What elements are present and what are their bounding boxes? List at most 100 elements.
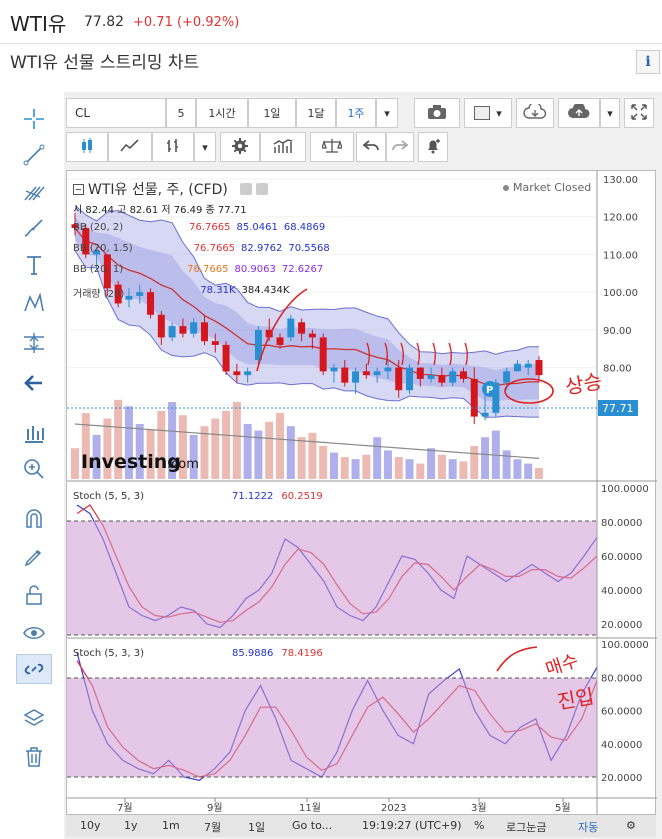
handwritten-tick bbox=[432, 342, 436, 366]
trash-icon[interactable] bbox=[16, 742, 52, 772]
range-1m-button[interactable]: 1m bbox=[162, 819, 180, 832]
candle-body bbox=[503, 371, 511, 383]
percent-toggle[interactable]: % bbox=[474, 819, 485, 832]
ohlc-bars-icon bbox=[165, 138, 181, 157]
upload-dropdown[interactable]: ▾ bbox=[600, 98, 620, 128]
lock-icon[interactable] bbox=[16, 580, 52, 610]
auto-scale-toggle[interactable]: 자동 bbox=[578, 821, 599, 834]
back-arrow-icon[interactable] bbox=[16, 368, 52, 398]
interval-1d-button[interactable]: 1일 bbox=[248, 98, 296, 128]
eye-toggle-icon[interactable] bbox=[239, 183, 252, 195]
stoch2-band bbox=[67, 677, 597, 778]
market-status-text: Market Closed bbox=[513, 181, 592, 194]
snapshot-button[interactable] bbox=[414, 98, 460, 128]
candle-body bbox=[71, 224, 79, 229]
chevron-down-icon: ▾ bbox=[607, 106, 613, 120]
link-icon[interactable] bbox=[16, 654, 52, 684]
candle-body bbox=[330, 367, 338, 372]
measure-icon[interactable] bbox=[16, 328, 52, 358]
bb1-label: BB (20, 2) bbox=[73, 222, 124, 233]
stoch1-tick-label: 60.0000 bbox=[601, 552, 642, 563]
volume-bar bbox=[427, 448, 436, 479]
bb2-low: 70.5568 bbox=[288, 243, 330, 254]
time-tick-label: 2023 bbox=[381, 803, 406, 814]
text-tool-icon[interactable] bbox=[16, 250, 52, 280]
candle-body bbox=[254, 329, 262, 361]
line-style-button[interactable] bbox=[108, 132, 152, 162]
candle-body bbox=[352, 371, 360, 383]
interval-1h-button[interactable]: 1시간 bbox=[196, 98, 248, 128]
info-icon[interactable]: i bbox=[636, 50, 660, 74]
bb1-up: 85.0461 bbox=[236, 222, 278, 233]
collapse-icon[interactable] bbox=[73, 183, 84, 195]
range-7-button[interactable]: 7월 bbox=[204, 821, 222, 834]
bb-outer-band bbox=[75, 205, 539, 418]
price-tick-label: 80.00 bbox=[603, 364, 632, 375]
price-tick-label: 100.00 bbox=[603, 288, 638, 299]
fullscreen-button[interactable] bbox=[624, 98, 654, 128]
interval-dropdown[interactable]: ▾ bbox=[376, 98, 398, 128]
bb3-low: 72.6267 bbox=[281, 264, 324, 275]
interval-1w-button[interactable]: 1주 bbox=[336, 98, 376, 128]
candle-body bbox=[287, 318, 295, 338]
fullscreen-icon bbox=[631, 103, 647, 123]
volume-bar bbox=[373, 437, 382, 479]
goto-button[interactable]: Go to... bbox=[292, 819, 333, 832]
indicators-button[interactable] bbox=[260, 132, 306, 162]
cloud-download-button[interactable] bbox=[516, 98, 554, 128]
undo-button[interactable] bbox=[356, 132, 386, 162]
chart-area[interactable]: 130.00120.00110.00100.0090.0080.0070.001… bbox=[66, 170, 657, 816]
candle-body bbox=[125, 295, 133, 300]
line-chart-icon bbox=[120, 138, 140, 156]
log-scale-toggle[interactable]: 로그눈금 bbox=[506, 821, 547, 834]
edit-lock-icon[interactable] bbox=[16, 542, 52, 572]
brush-icon[interactable] bbox=[16, 212, 52, 242]
redo-button[interactable] bbox=[386, 132, 414, 162]
magnet-icon[interactable] bbox=[16, 504, 52, 534]
handwritten-tick bbox=[366, 342, 370, 366]
candle-body bbox=[179, 326, 187, 334]
symbol-input[interactable]: CL bbox=[66, 98, 166, 128]
bar-style-button[interactable] bbox=[152, 132, 194, 162]
style-dropdown[interactable]: ▾ bbox=[194, 132, 216, 162]
volume-layer bbox=[71, 399, 543, 479]
volume-bar bbox=[362, 454, 371, 479]
p-badge[interactable]: P bbox=[482, 381, 498, 397]
interval-1m-button[interactable]: 1달 bbox=[296, 98, 336, 128]
trend-line-icon[interactable] bbox=[16, 140, 52, 170]
candle-body bbox=[222, 344, 230, 372]
time-tick-label: 5월 bbox=[555, 802, 571, 814]
pattern-icon[interactable] bbox=[16, 288, 52, 318]
interval-5-button[interactable]: 5 bbox=[166, 98, 196, 128]
volume-bar bbox=[92, 435, 101, 479]
volume-bar bbox=[524, 463, 533, 479]
settings-button[interactable] bbox=[220, 132, 260, 162]
stoch2-tick-label: 80.0000 bbox=[601, 673, 642, 684]
eye-icon[interactable] bbox=[16, 618, 52, 648]
compare-button[interactable] bbox=[310, 132, 354, 162]
candle-body bbox=[200, 322, 208, 342]
pitchfork-icon[interactable] bbox=[16, 176, 52, 206]
volume-value-1: 78.31K bbox=[200, 285, 236, 296]
chart-type-icon[interactable] bbox=[16, 418, 52, 448]
volume-bar bbox=[211, 418, 220, 479]
color-picker-button[interactable]: ▾ bbox=[464, 98, 512, 128]
alert-button[interactable] bbox=[418, 132, 448, 162]
logo-text: Investing bbox=[81, 451, 181, 473]
stoch1-tick-label: 40.0000 bbox=[601, 586, 642, 597]
volume-bar bbox=[437, 454, 446, 479]
zoom-icon[interactable] bbox=[16, 454, 52, 484]
cloud-upload-button[interactable] bbox=[558, 98, 600, 128]
layers-icon[interactable] bbox=[16, 704, 52, 734]
bell-icon bbox=[425, 138, 441, 157]
range-1d-button[interactable]: 1일 bbox=[248, 821, 266, 834]
gear-toggle-icon[interactable] bbox=[255, 183, 268, 195]
range-10y-button[interactable]: 10y bbox=[80, 819, 101, 832]
handwritten-tick bbox=[448, 342, 452, 366]
crosshair-icon[interactable] bbox=[16, 104, 52, 134]
candle-style-button[interactable] bbox=[66, 132, 108, 162]
stoch1-label: Stoch (5, 5, 3) bbox=[73, 491, 145, 502]
volume-bar bbox=[394, 457, 403, 479]
gear-icon[interactable]: ⚙ bbox=[626, 819, 636, 832]
range-1y-button[interactable]: 1y bbox=[124, 819, 138, 832]
